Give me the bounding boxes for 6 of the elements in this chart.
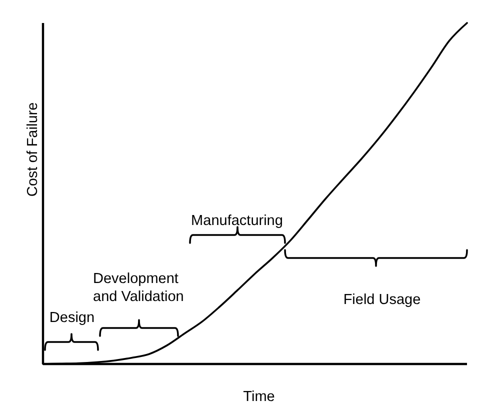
annotation: Field Usage: [343, 292, 421, 308]
x-axis-title: Time: [243, 389, 275, 405]
annotation: Development and Validation: [93, 271, 184, 305]
annotation: Design: [49, 310, 95, 326]
annotation: Manufacturing: [191, 213, 283, 229]
y-axis-title: Cost of Failure: [25, 102, 41, 197]
